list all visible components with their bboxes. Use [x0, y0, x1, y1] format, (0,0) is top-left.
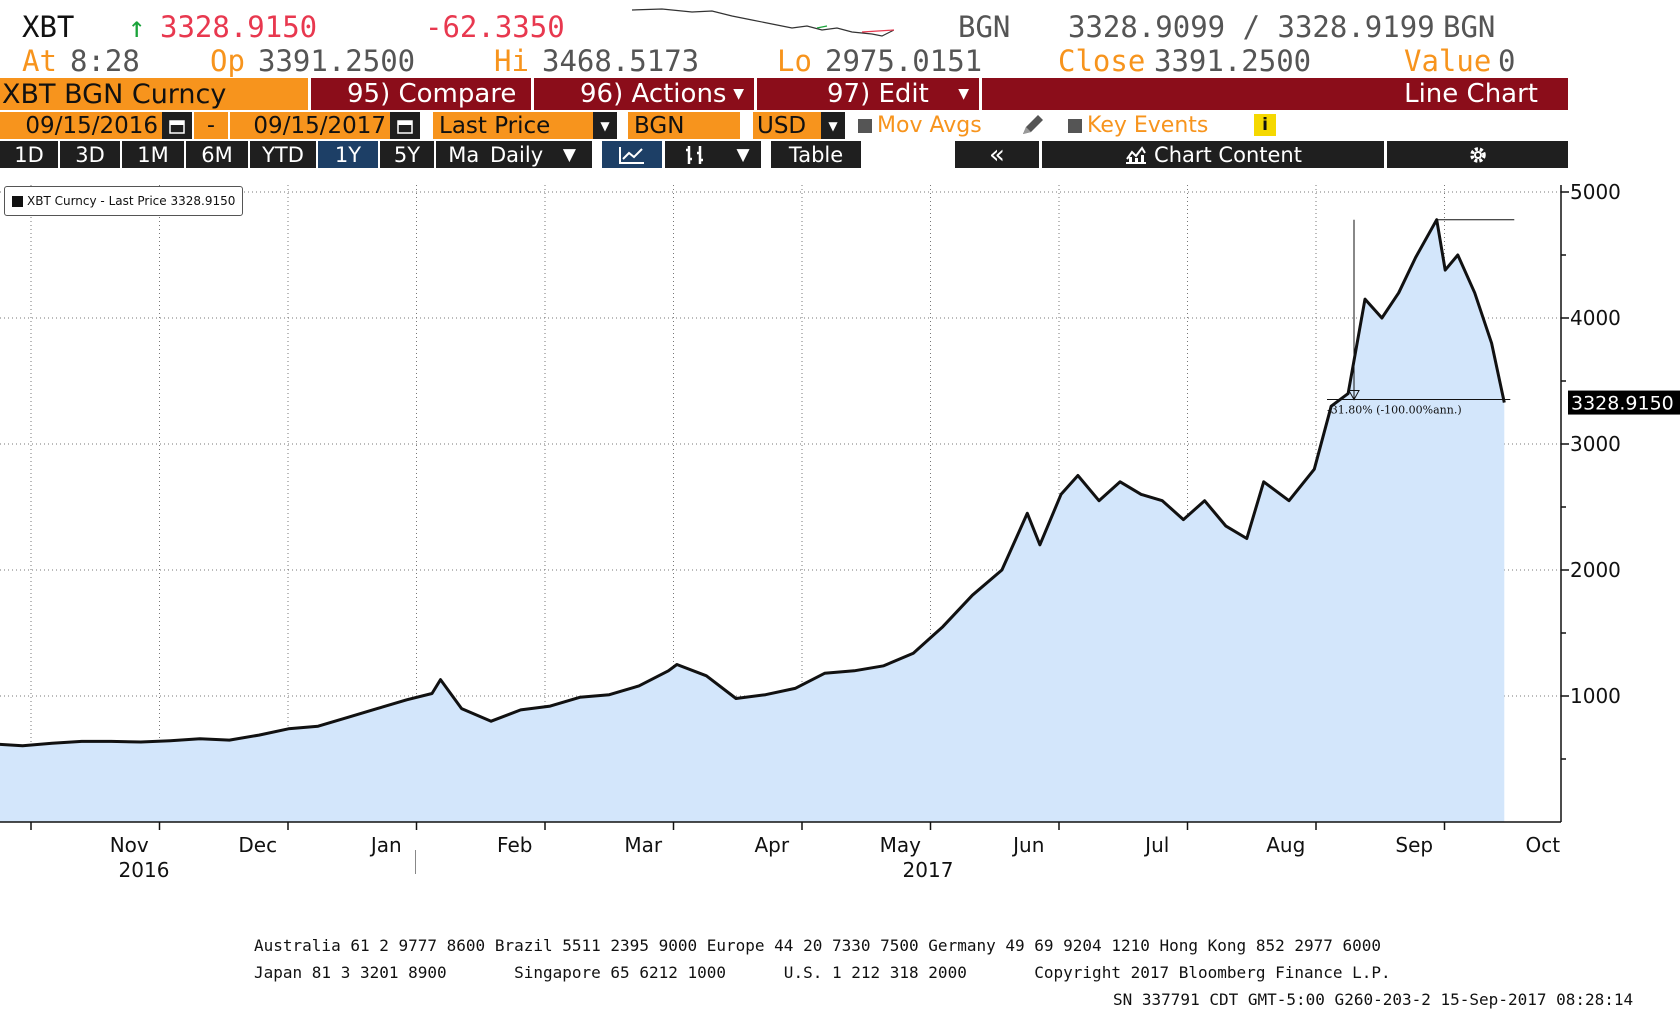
price-area — [0, 219, 1505, 822]
x-axis-ticks: Nov Dec Jan Feb Mar Apr May Jun Jul Aug Sep Oct 2016… — [30, 822, 1560, 882]
x-month-label: Jul — [1143, 833, 1169, 857]
up-arrow-icon: ↑ — [128, 10, 146, 44]
range-button-1d[interactable]: 1D — [0, 141, 58, 168]
date-separator: - — [194, 112, 228, 139]
x-month-label: Jun — [1011, 833, 1044, 857]
x-month-label: Nov — [110, 833, 149, 857]
source-label: BGN — [958, 10, 1011, 44]
last-price-tag: 3328.9150 — [1568, 390, 1680, 415]
caret-down-icon: ▼ — [562, 144, 576, 165]
x-year-label: 2016 — [119, 858, 170, 882]
last-price: 3328.9150 — [160, 10, 318, 44]
footer-phones-2: Japan 81 3 3201 8900 Singapore 65 6212 1… — [254, 963, 1391, 982]
value-value: 0 — [1498, 44, 1516, 78]
bar-chart-icon[interactable] — [665, 141, 725, 168]
footer-session: SN 337791 CDT GMT-5:00 G260-203-2 15-Sep… — [1113, 990, 1634, 1009]
chart-legend[interactable]: XBT Curncy - Last Price 3328.9150 — [4, 186, 244, 216]
x-month-label: May — [880, 833, 922, 857]
currency-select[interactable]: USD — [753, 112, 821, 139]
calendar-icon[interactable] — [390, 112, 420, 139]
range-button-ytd[interactable]: YTD — [250, 141, 316, 168]
sparkline — [632, 8, 894, 37]
range-button-3d[interactable]: 3D — [60, 141, 120, 168]
high-label: Hi — [494, 44, 529, 78]
currency-dropdown-icon[interactable]: ▼ — [821, 112, 845, 139]
y-tick-label: 3000 — [1570, 432, 1621, 456]
drawdown-annotation: -31.80% (-100.00%ann.) — [1327, 404, 1462, 417]
compare-button[interactable]: 95) Compare — [311, 78, 531, 110]
x-month-label: Feb — [497, 833, 532, 857]
ticker: XBT — [22, 10, 75, 44]
info-icon[interactable]: i — [1254, 114, 1276, 136]
bid-ask: 3328.9099 / 3328.9199 — [1068, 10, 1435, 44]
checkbox-icon — [1068, 118, 1082, 133]
frequency-select[interactable]: Daily ▼ — [478, 141, 592, 168]
range-button-5y[interactable]: 5Y — [380, 141, 434, 168]
actions-button[interactable]: 96) Actions ▼ — [534, 78, 754, 110]
y-tick-label: 2000 — [1570, 558, 1621, 582]
net-change: -62.3350 — [425, 10, 565, 44]
chart-style-dropdown-icon[interactable]: ▼ — [725, 141, 761, 168]
pencil-icon[interactable] — [1020, 112, 1046, 138]
collapse-icon[interactable]: « — [955, 140, 1039, 170]
at-label: At — [22, 44, 57, 78]
low-label: Lo — [777, 44, 812, 78]
price-line — [0, 218, 1506, 748]
drawdown-measure — [1327, 219, 1515, 401]
caret-down-icon: ▼ — [733, 86, 744, 102]
y-axis-ticks: 1000 2000 3000 4000 5000 — [1561, 180, 1621, 760]
chart-content-icon — [1126, 145, 1147, 164]
at-value: 8:28 — [70, 44, 140, 78]
mov-avgs-toggle[interactable]: Mov Avgs — [858, 112, 982, 139]
measure-arrow-icon — [1348, 390, 1360, 401]
value-label: Value — [1404, 44, 1492, 78]
field-select[interactable]: Last Price — [433, 112, 593, 139]
table-button[interactable]: Table — [771, 141, 861, 168]
x-month-label: Jan — [369, 833, 402, 857]
pricing-source-input[interactable]: BGN — [628, 112, 740, 139]
legend-swatch — [12, 195, 23, 207]
start-date-input[interactable]: 09/15/2016 — [0, 112, 162, 139]
range-button-6m[interactable]: 6M — [186, 141, 248, 168]
y-tick-label: 5000 — [1570, 180, 1621, 204]
close-value: 3391.2500 — [1154, 44, 1312, 78]
close-label: Close — [1058, 44, 1146, 78]
line-chart-icon[interactable] — [602, 141, 662, 168]
footer-phones-1: Australia 61 2 9777 8600 Brazil 5511 239… — [254, 936, 1382, 955]
chart-axes — [0, 185, 1562, 823]
security-field[interactable]: XBT BGN Curncy — [0, 78, 308, 110]
range-button-1m[interactable]: 1M — [122, 141, 184, 168]
edit-button[interactable]: 97) Edit ▼ — [757, 78, 979, 110]
caret-down-icon: ▼ — [958, 86, 969, 102]
checkbox-icon — [858, 118, 872, 133]
range-selector: 1D 3D 1M 6M YTD 1Y 5Y Max — [0, 141, 506, 168]
x-month-label: Oct — [1525, 833, 1560, 857]
x-month-label: Aug — [1266, 833, 1305, 857]
chart-type-button[interactable]: Line Chart — [982, 78, 1568, 110]
key-events-toggle[interactable]: Key Events — [1068, 112, 1208, 139]
calendar-icon[interactable] — [162, 112, 192, 139]
field-dropdown-icon[interactable]: ▼ — [593, 112, 617, 139]
end-date-input[interactable]: 09/15/2017 — [230, 112, 390, 139]
y-tick-label: 1000 — [1570, 684, 1621, 708]
open-label: Op — [210, 44, 245, 78]
open-value: 3391.2500 — [258, 44, 416, 78]
x-month-label: Apr — [754, 833, 789, 857]
y-tick-label: 4000 — [1570, 306, 1621, 330]
range-button-1y[interactable]: 1Y — [318, 141, 378, 168]
high-value: 3468.5173 — [542, 44, 700, 78]
x-month-label: Mar — [624, 833, 663, 857]
source-label-2: BGN — [1443, 10, 1496, 44]
x-year-label: 2017 — [903, 858, 954, 882]
low-value: 2975.0151 — [825, 44, 983, 78]
x-month-label: Dec — [238, 833, 277, 857]
svg-text:3328.9150: 3328.9150 — [1571, 393, 1674, 415]
x-month-label: Sep — [1395, 833, 1433, 857]
price-chart[interactable]: 1000 2000 3000 4000 5000 Nov Dec Jan Feb Mar Apr M… — [0, 170, 1680, 930]
chart-content-button[interactable]: Chart Content — [1042, 141, 1384, 168]
settings-gear-icon[interactable] — [1387, 141, 1568, 168]
